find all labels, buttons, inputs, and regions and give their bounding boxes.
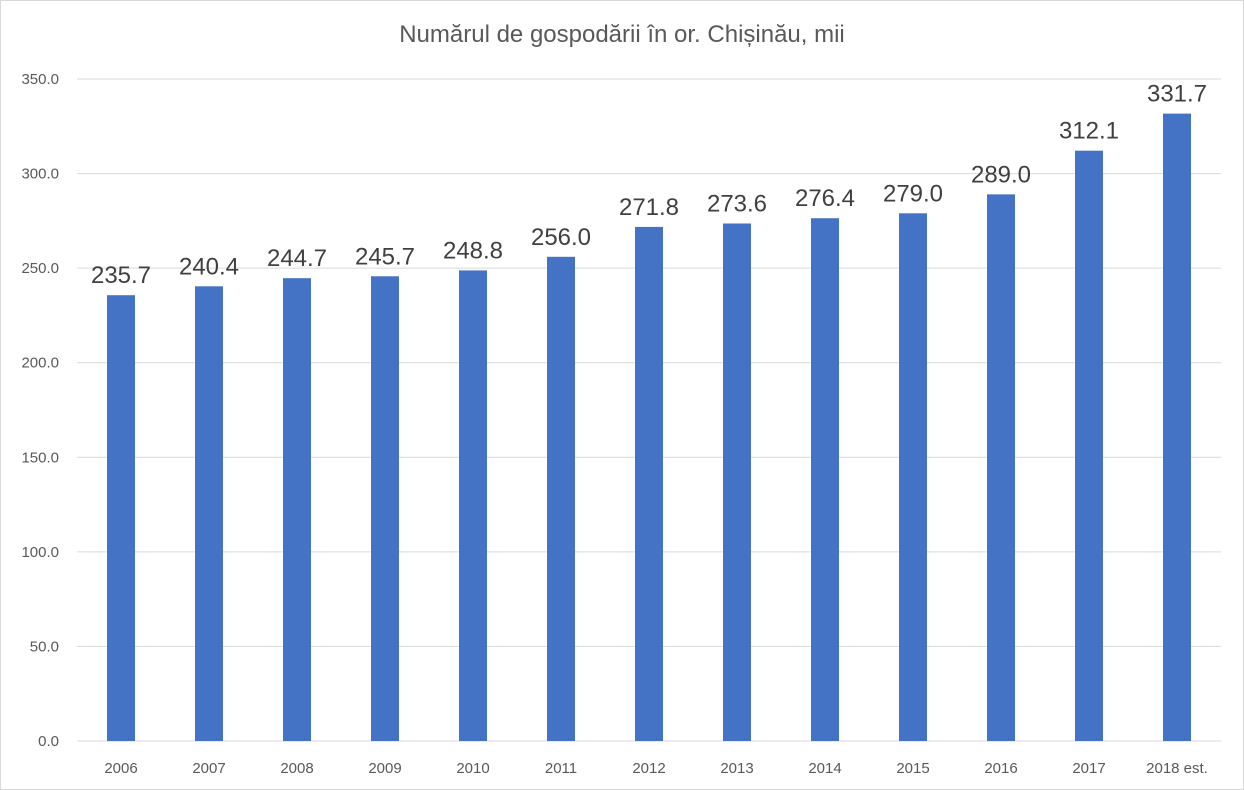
x-tick-label: 2012: [632, 760, 665, 777]
x-tick-label: 2014: [808, 760, 841, 777]
data-label: 244.7: [267, 245, 327, 272]
y-tick-label: 100.0: [21, 544, 59, 561]
bar: [723, 223, 751, 742]
x-tick-label: 2011: [545, 760, 577, 777]
data-labels: 235.7 240.4 244.7 245.7 248.8 256.0 271.8 273.6…: [91, 81, 1207, 290]
x-tick-label: 2010: [456, 760, 489, 777]
x-tick-label: 2006: [104, 760, 137, 777]
data-label: 271.8: [619, 194, 679, 221]
data-label: 240.4: [179, 253, 239, 280]
y-tick-label: 50.0: [30, 638, 59, 655]
data-label: 245.7: [355, 243, 415, 270]
bar: [635, 226, 663, 741]
y-tick-label: 250.0: [21, 260, 59, 277]
bars: [107, 113, 1191, 742]
data-label: 279.0: [883, 180, 943, 207]
data-label: 276.4: [795, 185, 855, 212]
y-axis-ticks: 0.0 50.0 100.0 150.0 200.0 250.0 300.0 350.0: [21, 71, 59, 750]
y-tick-label: 0.0: [38, 733, 59, 750]
x-tick-label: 2015: [896, 760, 929, 777]
x-tick-label: 2017: [1072, 760, 1105, 777]
x-tick-label: 2018 est.: [1146, 760, 1208, 777]
bar: [547, 256, 575, 741]
bar: [107, 295, 135, 741]
data-label: 312.1: [1059, 118, 1119, 145]
bar: [371, 276, 399, 741]
data-label: 331.7: [1147, 81, 1207, 108]
y-tick-label: 350.0: [21, 71, 59, 88]
bar: [195, 286, 223, 741]
y-tick-label: 150.0: [21, 449, 59, 466]
x-tick-label: 2016: [984, 760, 1017, 777]
bar: [459, 270, 487, 741]
data-label: 273.6: [707, 191, 767, 218]
x-tick-label: 2009: [368, 760, 401, 777]
data-label: 289.0: [971, 161, 1031, 188]
y-tick-label: 300.0: [21, 166, 59, 183]
x-axis-ticks: 2006 2007 2008 2009 2010 2011 2012 2013 2014 2015…: [104, 760, 1208, 777]
data-label: 235.7: [91, 262, 151, 289]
data-label: 248.8: [443, 237, 503, 264]
bar: [1075, 150, 1103, 741]
bar: [1163, 113, 1191, 741]
x-tick-label: 2007: [192, 760, 225, 777]
bar: [811, 218, 839, 742]
bar: [899, 213, 927, 741]
y-tick-label: 200.0: [21, 355, 59, 372]
chart-title: Numărul de gospodării în or. Chișinău, m…: [399, 21, 845, 48]
data-label: 256.0: [531, 224, 591, 251]
x-tick-label: 2013: [720, 760, 753, 777]
x-tick-label: 2008: [280, 760, 313, 777]
bar: [283, 278, 311, 741]
bar: [987, 194, 1015, 741]
